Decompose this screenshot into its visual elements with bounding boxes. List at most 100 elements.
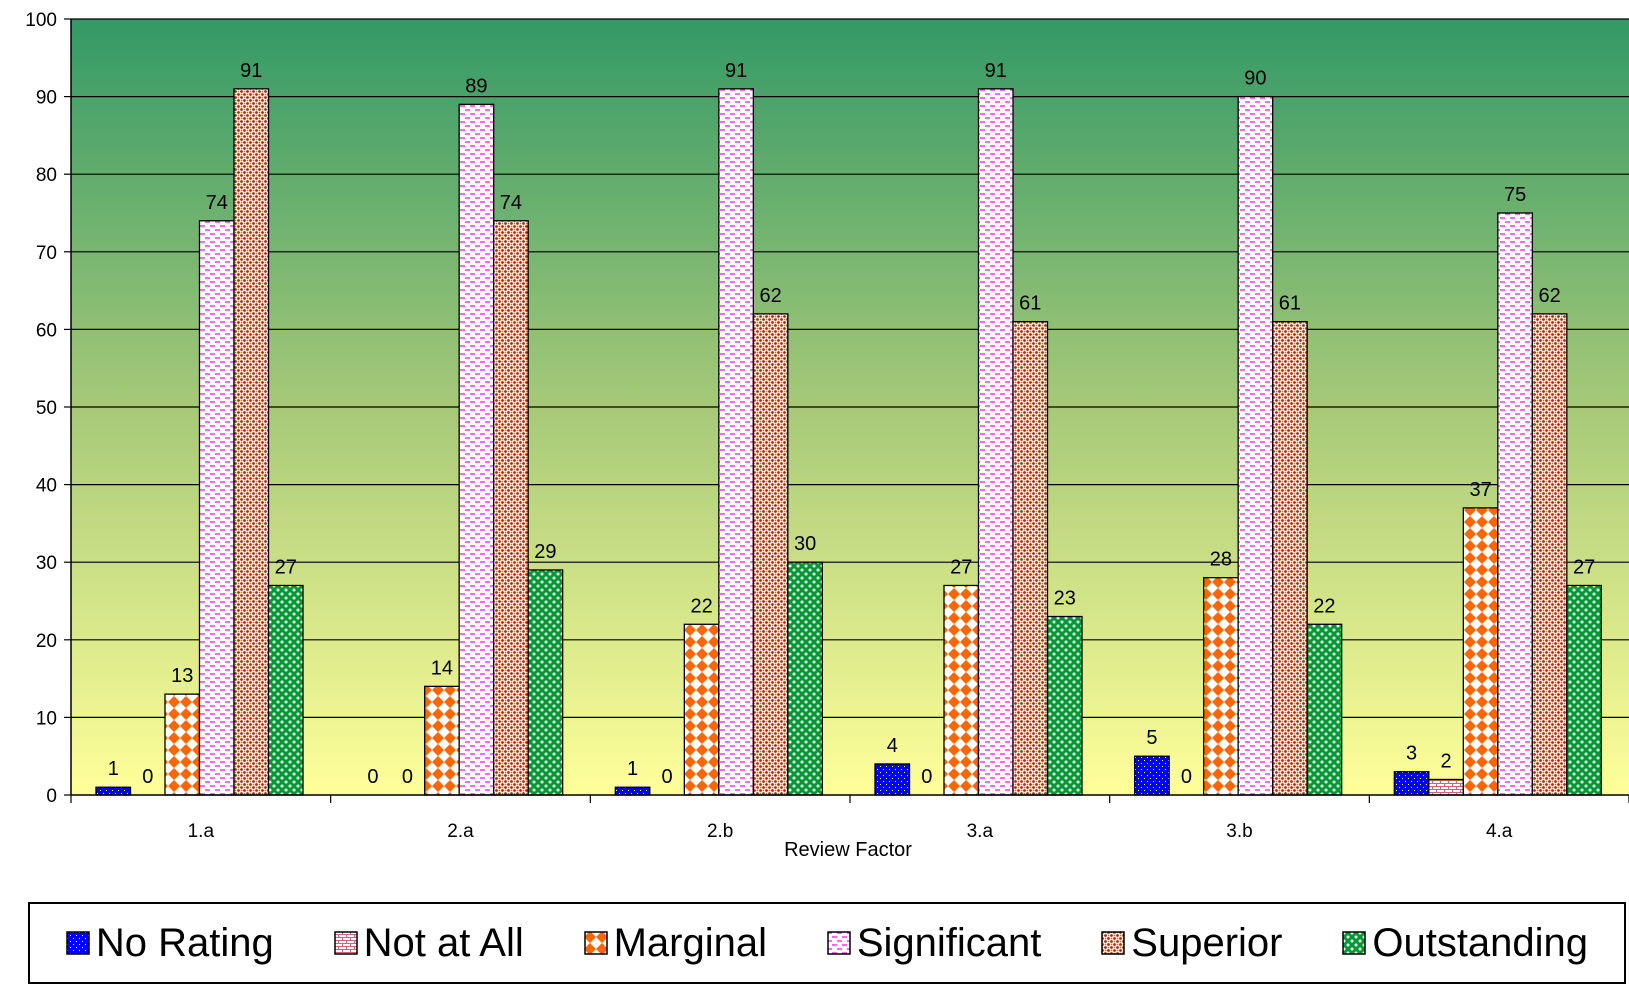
y-tick-label: 100 xyxy=(25,10,57,31)
bar-outstanding xyxy=(267,584,304,796)
legend-label: Marginal xyxy=(613,920,767,965)
bar-outstanding xyxy=(787,561,823,796)
data-label: 0 xyxy=(402,766,413,788)
x-tick-label: 2.a xyxy=(447,821,474,842)
data-label: 91 xyxy=(985,60,1007,82)
significant-swatch-icon xyxy=(827,931,851,955)
data-label: 4 xyxy=(887,735,898,757)
data-label: 61 xyxy=(1279,293,1301,315)
bar-superior xyxy=(233,88,270,796)
bar-no-rating xyxy=(874,763,911,796)
data-label: 75 xyxy=(1504,184,1526,206)
y-tick-labels: 0 10 20 30 40 50 60 70 80 90 100 xyxy=(25,10,57,807)
data-label: 74 xyxy=(206,192,228,214)
data-label: 2 xyxy=(1441,750,1452,772)
bar-outstanding xyxy=(1306,623,1343,796)
not-at-all-swatch-icon xyxy=(333,931,358,955)
data-label: 3 xyxy=(1406,743,1417,765)
bar-significant xyxy=(198,220,235,796)
x-tick-label: 4.a xyxy=(1486,821,1513,842)
x-tick-labels: 1.a 2.a 2.b 3.a 3.b 4.a xyxy=(188,821,1513,842)
legend-item-significant: Significant xyxy=(827,920,1042,966)
data-label: 90 xyxy=(1244,68,1266,90)
data-label: 30 xyxy=(794,533,816,555)
bars xyxy=(95,88,1602,796)
x-tick-label: 2.b xyxy=(707,821,733,842)
bar-superior xyxy=(493,220,529,796)
data-label: 22 xyxy=(690,595,712,617)
x-tick-label: 3.b xyxy=(1226,821,1252,842)
data-label: 62 xyxy=(1538,285,1560,307)
legend-label: Significant xyxy=(856,920,1042,965)
bar-no-rating xyxy=(1393,771,1430,796)
data-label: 1 xyxy=(627,758,638,780)
bar-outstanding xyxy=(1566,584,1602,796)
data-label: 28 xyxy=(1210,549,1232,571)
x-tick-label: 1.a xyxy=(188,821,215,842)
bar-marginal xyxy=(1203,577,1239,796)
superior-swatch-icon xyxy=(1101,931,1126,955)
legend-label: No Rating xyxy=(95,920,274,965)
bar-significant xyxy=(1237,95,1274,796)
legend-item-outstanding: Outstanding xyxy=(1342,921,1588,966)
gridlines xyxy=(71,18,1629,719)
bar-outstanding xyxy=(527,569,564,796)
y-tick-label: 90 xyxy=(36,88,57,109)
y-tick-label: 70 xyxy=(36,243,57,264)
data-label: 37 xyxy=(1469,479,1491,501)
bar-marginal xyxy=(683,623,720,796)
y-tick-label: 30 xyxy=(36,553,57,574)
y-tick-label: 80 xyxy=(36,165,57,186)
legend-item-superior: Superior xyxy=(1101,921,1282,966)
data-label: 14 xyxy=(431,657,453,679)
bar-outstanding xyxy=(1046,615,1083,796)
bar-no-rating xyxy=(614,786,651,796)
bar-superior xyxy=(1272,320,1308,796)
data-label: 0 xyxy=(142,766,153,788)
data-label: 22 xyxy=(1313,595,1335,617)
data-label: 5 xyxy=(1146,727,1157,749)
legend-label: Superior xyxy=(1131,920,1283,965)
legend-label: Not at All xyxy=(363,920,524,965)
legend-item-not-at-all: Not at All xyxy=(333,920,524,966)
data-label: 27 xyxy=(950,556,972,578)
data-label: 27 xyxy=(275,556,297,578)
bar-not-at-all xyxy=(1428,778,1464,796)
bar-superior xyxy=(1531,313,1568,796)
data-label: 89 xyxy=(465,75,487,97)
data-label: 0 xyxy=(367,766,378,788)
bar-significant xyxy=(718,88,754,796)
y-tick-label: 40 xyxy=(36,476,57,497)
data-label: 27 xyxy=(1573,556,1595,578)
y-tick-label: 50 xyxy=(36,398,57,419)
x-tick-label: 3.a xyxy=(967,821,994,842)
data-label: 1 xyxy=(108,758,119,780)
data-label: 91 xyxy=(240,60,262,82)
bar-marginal xyxy=(943,584,980,796)
data-label: 74 xyxy=(500,192,522,214)
y-tick-label: 0 xyxy=(46,786,57,807)
legend-label: Outstanding xyxy=(1372,920,1589,965)
bar-marginal xyxy=(1462,507,1499,796)
data-label: 61 xyxy=(1019,293,1041,315)
bar-no-rating xyxy=(95,786,132,796)
data-label: 13 xyxy=(171,665,193,687)
bar-superior xyxy=(752,313,789,796)
y-tick-label: 10 xyxy=(36,708,57,729)
legend-item-marginal: Marginal xyxy=(583,920,767,966)
x-axis-title: Review Factor xyxy=(784,839,912,861)
data-label: 91 xyxy=(725,60,747,82)
data-label: 62 xyxy=(759,285,781,307)
data-label: 0 xyxy=(1181,766,1192,788)
bar-no-rating xyxy=(1134,755,1170,796)
legend-item-no-rating: No Rating xyxy=(66,921,274,966)
bar-significant xyxy=(977,88,1014,796)
y-tick-label: 60 xyxy=(36,320,57,341)
marginal-swatch-icon xyxy=(583,931,608,955)
data-label: 29 xyxy=(534,541,556,563)
no-rating-swatch-icon xyxy=(66,931,90,955)
bar-superior xyxy=(1012,320,1049,796)
data-label: 0 xyxy=(921,766,932,788)
